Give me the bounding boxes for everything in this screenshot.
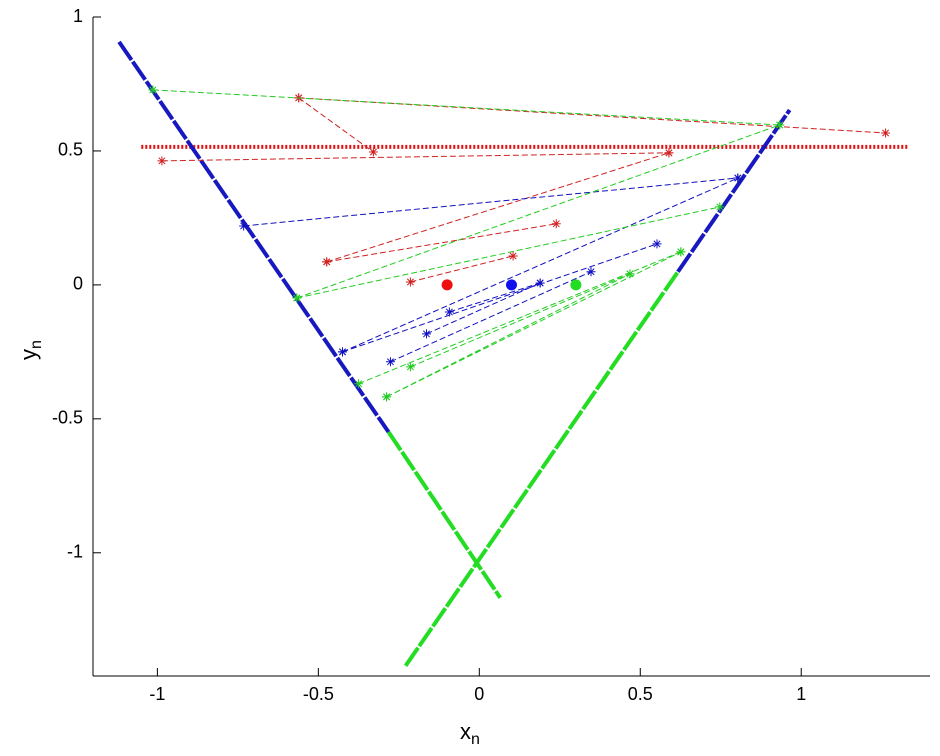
x-label-base: x bbox=[460, 719, 471, 744]
series-line bbox=[243, 177, 739, 363]
series-line bbox=[117, 40, 792, 434]
star-marker bbox=[664, 148, 674, 158]
x-tick-label: 0 bbox=[474, 684, 484, 704]
star-marker bbox=[148, 85, 158, 95]
star-marker bbox=[775, 120, 785, 130]
point bbox=[570, 279, 582, 291]
star-marker bbox=[444, 307, 454, 317]
x-axis-label: xn bbox=[460, 719, 480, 748]
star-marker bbox=[535, 278, 545, 288]
star-marker bbox=[508, 251, 518, 261]
star-marker bbox=[385, 357, 395, 367]
star-marker bbox=[337, 347, 347, 357]
star-marker bbox=[382, 392, 392, 402]
star-marker bbox=[881, 128, 891, 138]
x-tick-label: 0.5 bbox=[628, 684, 653, 704]
star-marker bbox=[715, 202, 725, 212]
star-marker bbox=[368, 147, 378, 157]
star-marker bbox=[354, 379, 364, 389]
star-marker bbox=[322, 257, 332, 267]
y-label-subscript: n bbox=[28, 340, 45, 349]
star-marker bbox=[652, 239, 662, 249]
star-marker bbox=[676, 247, 686, 257]
point bbox=[506, 279, 517, 291]
series-line bbox=[152, 89, 780, 398]
point bbox=[441, 279, 453, 291]
x-tick-label: -1 bbox=[149, 684, 165, 704]
y-tick-label: 1 bbox=[73, 6, 83, 26]
star-marker bbox=[157, 156, 167, 166]
y-tick-label: -0.5 bbox=[52, 408, 83, 428]
star-marker bbox=[625, 269, 635, 279]
series-line bbox=[161, 97, 886, 283]
series-line bbox=[386, 270, 680, 667]
star-marker bbox=[405, 277, 415, 287]
star-marker bbox=[292, 293, 302, 303]
star-marker bbox=[586, 267, 596, 277]
y-label-base: y bbox=[16, 349, 41, 360]
star-marker bbox=[422, 329, 432, 339]
y-tick-label: -1 bbox=[67, 542, 83, 562]
star-marker bbox=[405, 362, 415, 372]
star-marker bbox=[551, 219, 561, 229]
star-marker bbox=[733, 173, 743, 183]
x-tick-label: -0.5 bbox=[303, 684, 334, 704]
y-axis-label: yn bbox=[16, 340, 45, 360]
x-label-subscript: n bbox=[471, 731, 480, 748]
star-marker bbox=[239, 221, 249, 231]
y-tick-label: 0 bbox=[73, 274, 83, 294]
y-tick-label: 0.5 bbox=[58, 140, 83, 160]
x-tick-label: 1 bbox=[796, 684, 806, 704]
